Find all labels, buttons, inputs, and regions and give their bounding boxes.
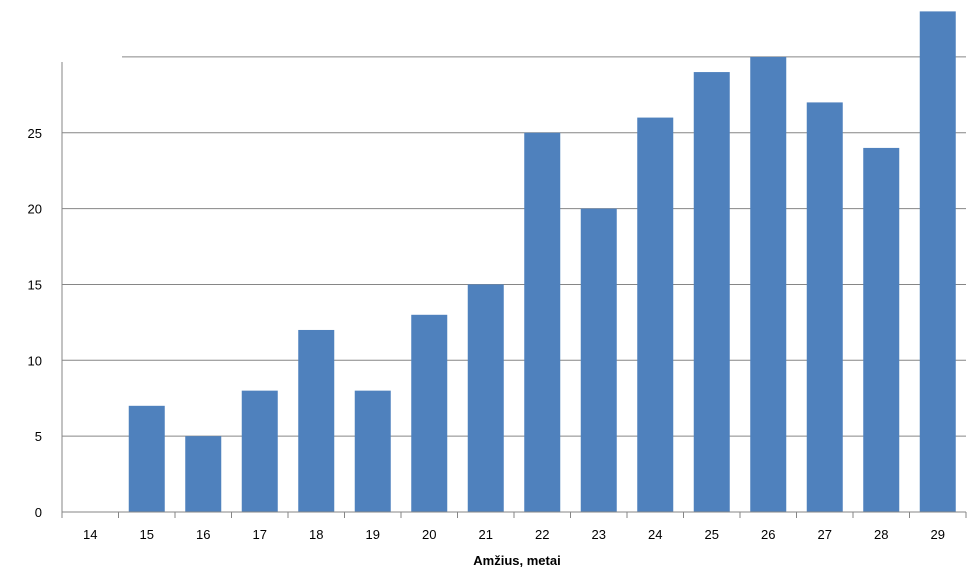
bar-19 — [354, 390, 391, 512]
x-tick-label: 15 — [140, 527, 154, 542]
x-tick-label: 28 — [874, 527, 888, 542]
bars — [128, 11, 956, 513]
x-tick-label: 16 — [196, 527, 210, 542]
bar-18 — [298, 329, 335, 512]
x-tick-label: 18 — [309, 527, 323, 542]
x-tick-label: 17 — [253, 527, 267, 542]
bar-22 — [524, 132, 561, 512]
y-tick-label: 10 — [28, 353, 42, 368]
x-tick-label: 25 — [705, 527, 719, 542]
bar-24 — [637, 117, 674, 512]
y-tick-label: 0 — [35, 505, 42, 520]
x-tick-label: 24 — [648, 527, 662, 542]
bar-15 — [128, 405, 165, 512]
x-tick-label: 29 — [931, 527, 945, 542]
x-tick-label: 26 — [761, 527, 775, 542]
x-tick-label: 14 — [83, 527, 97, 542]
bar-16 — [185, 436, 222, 512]
bar-20 — [411, 314, 448, 512]
x-tick-label: 20 — [422, 527, 436, 542]
x-tick-labels: 14 15 16 17 18 19 20 21 22 23 24 25 26 27 28 29 — [83, 527, 945, 542]
y-tick-label: 15 — [28, 277, 42, 292]
y-tick-labels: 0 5 10 15 20 25 — [28, 126, 42, 520]
bar-21 — [467, 284, 504, 512]
bar-26 — [750, 56, 787, 513]
y-tick-label: 5 — [35, 429, 42, 444]
bar-17 — [241, 390, 278, 512]
y-tick-label: 20 — [28, 202, 42, 217]
axes — [61, 62, 967, 518]
bar-28 — [863, 147, 900, 513]
x-axis-label: Amžius, metai — [473, 553, 560, 568]
bar-27 — [806, 102, 843, 512]
bar-23 — [580, 208, 617, 512]
x-tick-label: 22 — [535, 527, 549, 542]
y-tick-label: 25 — [28, 126, 42, 141]
x-tick-label: 23 — [592, 527, 606, 542]
x-tick-label: 19 — [366, 527, 380, 542]
x-tick-label: 21 — [479, 527, 493, 542]
x-tick-label: 27 — [818, 527, 832, 542]
bar-25 — [693, 72, 730, 512]
bar-29 — [919, 11, 956, 512]
